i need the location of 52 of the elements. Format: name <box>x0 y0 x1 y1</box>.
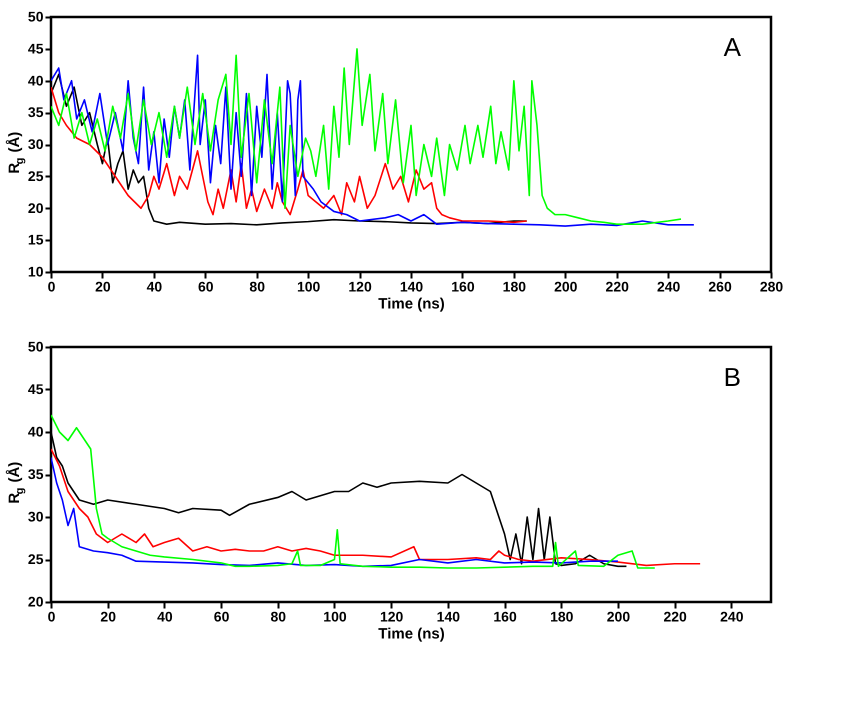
y-tick-label: 50 <box>28 8 44 24</box>
y-tick-label: 40 <box>28 72 44 88</box>
y-tick-label: 15 <box>28 232 44 248</box>
x-tick-label: 80 <box>249 278 266 294</box>
y-tick-label: 35 <box>28 104 44 120</box>
x-tick-label: 280 <box>760 278 784 294</box>
y-tick-label: 40 <box>28 424 44 440</box>
x-tick-label: 40 <box>146 278 162 294</box>
x-tick-label: 100 <box>296 278 321 294</box>
y-tick-label: 30 <box>28 508 44 524</box>
y-tick-label: 50 <box>28 338 44 354</box>
y-tick-label: 10 <box>28 264 44 280</box>
annotation: B <box>724 362 741 392</box>
line-series <box>51 448 701 566</box>
y-tick-label: 20 <box>28 200 44 216</box>
y-tick-label: 25 <box>28 551 44 567</box>
x-tick-label: 260 <box>708 278 732 294</box>
x-tick-label: 140 <box>436 608 460 624</box>
x-tick-label: 240 <box>720 608 744 624</box>
x-tick-label: 80 <box>270 608 286 624</box>
y-tick-label: 25 <box>28 168 44 184</box>
x-tick-label: 160 <box>451 278 475 294</box>
x-tick-label: 120 <box>380 608 404 624</box>
x-tick-label: 200 <box>606 608 630 624</box>
x-tick-label: 40 <box>157 608 173 624</box>
y-tick-label: 45 <box>28 40 44 56</box>
y-tick-label: 35 <box>28 466 44 482</box>
x-tick-label: 0 <box>48 608 56 624</box>
x-tick-label: 240 <box>656 278 681 294</box>
y-axis-title: Rg (Å) <box>5 462 26 504</box>
y-tick-label: 45 <box>28 381 44 397</box>
x-axis-title: Time (ns) <box>378 626 445 642</box>
x-tick-label: 220 <box>606 278 630 294</box>
y-tick-label: 30 <box>28 136 44 152</box>
x-tick-label: 60 <box>214 608 230 624</box>
x-tick-label: 180 <box>550 608 574 624</box>
x-tick-label: 20 <box>95 278 111 294</box>
line-series <box>51 456 619 568</box>
x-tick-label: 160 <box>493 608 517 624</box>
x-axis-title: Time (ns) <box>378 296 445 312</box>
x-tick-label: 180 <box>502 278 526 294</box>
x-tick-label: 0 <box>48 278 56 294</box>
y-axis-title: Rg (Å) <box>5 132 26 174</box>
x-tick-label: 200 <box>554 278 578 294</box>
x-tick-label: 60 <box>198 278 214 294</box>
x-tick-label: 20 <box>100 608 116 624</box>
x-tick-label: 140 <box>400 278 424 294</box>
annotation: A <box>724 32 742 62</box>
x-tick-label: 220 <box>663 608 688 624</box>
x-tick-label: 100 <box>323 608 347 624</box>
y-tick-label: 20 <box>28 594 44 610</box>
x-tick-label: 120 <box>348 278 372 294</box>
